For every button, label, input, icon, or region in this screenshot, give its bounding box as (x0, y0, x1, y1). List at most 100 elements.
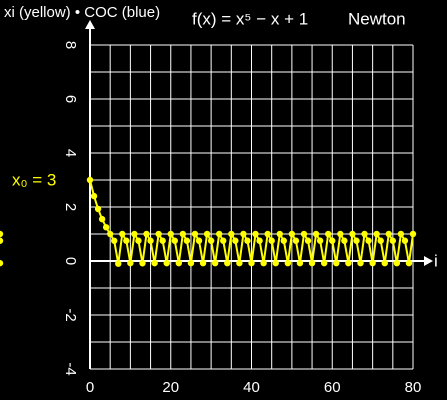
data-point (106, 230, 114, 238)
data-point (385, 230, 392, 238)
data-point (341, 237, 348, 244)
data-point (256, 237, 263, 244)
data-point (409, 230, 417, 238)
data-point (329, 237, 336, 244)
data-point (381, 259, 388, 267)
data-point (123, 237, 130, 244)
data-point (139, 260, 146, 267)
data-point (304, 237, 312, 244)
data-point (264, 230, 271, 238)
data-point (199, 259, 207, 267)
data-point (179, 230, 187, 238)
data-point (195, 237, 203, 244)
data-point (191, 230, 199, 238)
y-tick-label: 4 (62, 149, 79, 157)
x-tick-label: 0 (86, 379, 94, 396)
data-point (211, 259, 219, 267)
y-tick-label: 2 (62, 203, 79, 211)
data-point (260, 259, 267, 267)
data-point (102, 224, 110, 231)
data-point (207, 237, 215, 244)
chart-subtitle: Newton (348, 9, 406, 28)
data-point (361, 230, 368, 238)
data-point (365, 237, 372, 244)
y-tick-label: 0 (62, 257, 79, 265)
data-point (0, 237, 4, 244)
x-tick-label: 20 (162, 379, 179, 396)
data-point (248, 259, 255, 267)
data-point (393, 259, 401, 267)
data-point (276, 230, 283, 238)
data-point (325, 230, 332, 238)
data-point (183, 237, 191, 244)
data-point (401, 237, 409, 244)
data-point (357, 259, 364, 267)
data-point (337, 230, 344, 238)
data-point (167, 230, 174, 238)
data-point (312, 230, 320, 238)
data-point (316, 237, 324, 244)
data-point (224, 259, 231, 267)
data-point (90, 192, 98, 200)
data-point (131, 230, 138, 238)
data-point (320, 259, 328, 267)
data-point (187, 259, 195, 267)
y-tick-label: -4 (62, 362, 79, 375)
data-point (373, 230, 380, 238)
data-point (345, 259, 352, 267)
data-point (284, 259, 292, 267)
y-axis-title: xi (yellow) • COC (blue) (4, 4, 160, 21)
data-point (228, 230, 235, 238)
data-point (333, 259, 340, 267)
data-point (397, 230, 405, 238)
data-point (0, 259, 4, 267)
data-point (94, 205, 102, 213)
x-tick-label: 80 (405, 379, 422, 396)
y-tick-label: -2 (62, 308, 79, 321)
data-point (300, 230, 308, 238)
x-tick-label: 60 (324, 379, 341, 396)
data-point (86, 176, 94, 184)
data-point (240, 230, 247, 238)
data-point (159, 237, 166, 244)
data-point (127, 259, 134, 267)
data-point (280, 237, 287, 244)
data-point (232, 237, 239, 244)
data-point (155, 230, 162, 238)
data-point (175, 259, 183, 267)
data-point (252, 230, 259, 238)
data-point (98, 215, 106, 223)
data-point (151, 259, 158, 267)
data-point (111, 237, 118, 244)
data-point (216, 230, 223, 238)
y-tick-label: 8 (62, 41, 79, 49)
data-point (268, 237, 275, 244)
data-point (143, 230, 150, 238)
data-point (163, 259, 170, 267)
data-point (220, 237, 227, 244)
data-point (244, 237, 251, 244)
data-point (405, 259, 413, 267)
data-point (308, 259, 316, 267)
data-point (203, 230, 211, 238)
data-point (171, 237, 178, 244)
data-point (292, 237, 300, 244)
data-point (236, 259, 243, 267)
x-axis-arrow (424, 256, 433, 266)
y-axis-arrow (85, 20, 95, 29)
data-point (389, 237, 397, 244)
x-tick-label: 40 (243, 379, 260, 396)
data-point (147, 237, 154, 244)
y-tick-label: 6 (62, 95, 79, 103)
data-point (272, 259, 279, 267)
data-point (369, 259, 376, 267)
data-point (288, 230, 296, 238)
data-point (115, 260, 122, 267)
data-point (377, 237, 384, 244)
annotation: x₀ = 3 (12, 170, 56, 189)
data-point (119, 230, 126, 238)
data-point (353, 237, 360, 244)
data-point (296, 259, 304, 267)
